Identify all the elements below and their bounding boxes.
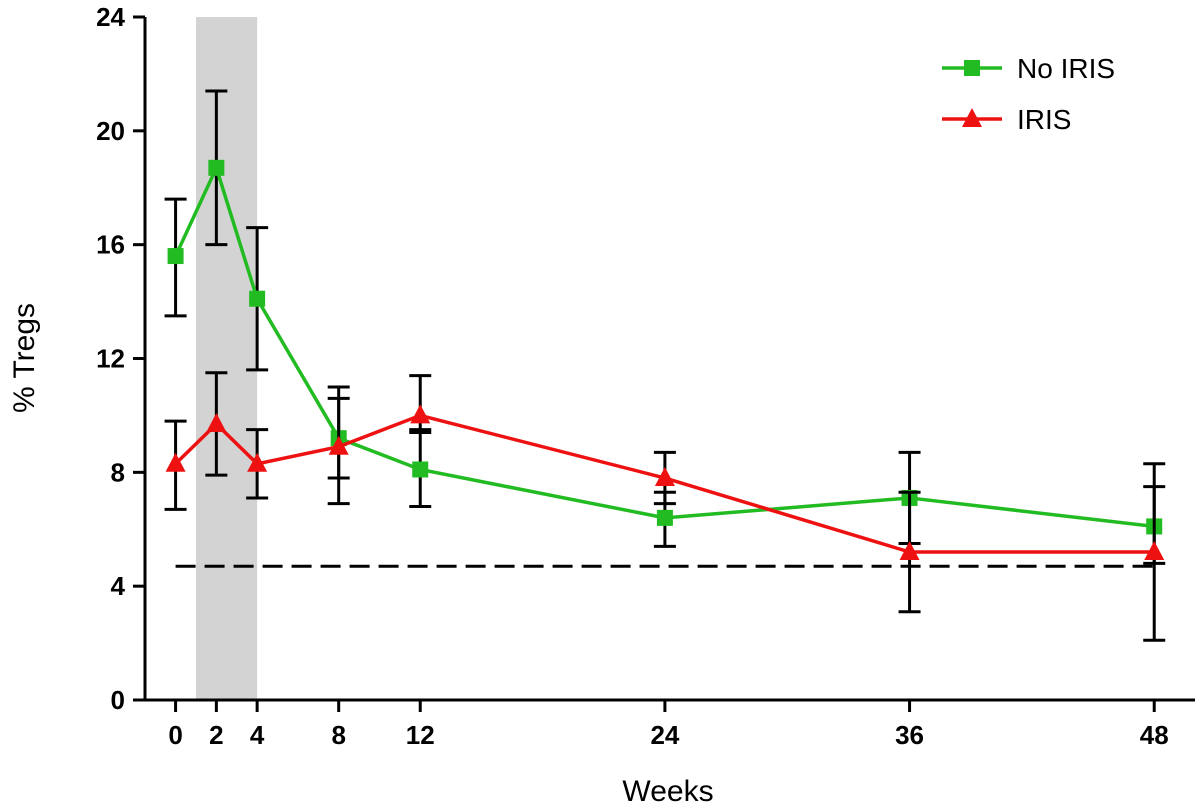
y-axis-title: % Tregs (8, 303, 41, 413)
x-axis-title: Weeks (622, 775, 713, 808)
y-tick-label: 20 (96, 116, 125, 146)
data-point-no-iris (167, 248, 184, 265)
data-point-no-iris (249, 290, 266, 307)
legend-label-iris: IRIS (1017, 104, 1071, 135)
x-tick-label: 48 (1140, 720, 1169, 750)
data-point-no-iris (656, 509, 673, 526)
y-tick-label: 0 (111, 685, 125, 715)
y-tick-label: 4 (111, 571, 126, 601)
x-tick-label: 24 (650, 720, 679, 750)
y-tick-label: 16 (96, 230, 125, 260)
x-tick-label: 36 (895, 720, 924, 750)
data-point-iris (328, 435, 349, 455)
y-tick-label: 8 (111, 457, 125, 487)
legend-marker-no-iris (964, 60, 980, 76)
shaded-region (195, 17, 258, 700)
data-point-no-iris (412, 461, 429, 478)
data-point-iris (206, 412, 227, 432)
data-point-iris (165, 452, 186, 472)
data-point-iris (410, 404, 431, 424)
x-tick-label: 8 (331, 720, 345, 750)
legend: No IRIS IRIS (942, 53, 1115, 135)
data-point-iris (899, 541, 920, 561)
y-tick-label: 24 (96, 2, 125, 32)
data-point-iris (247, 452, 268, 472)
x-tick-label: 4 (250, 720, 265, 750)
x-tick-label: 0 (168, 720, 182, 750)
y-tick-label: 12 (96, 344, 125, 374)
x-tick-label: 12 (406, 720, 435, 750)
legend-marker-iris (962, 108, 982, 127)
series-iris (164, 371, 1166, 642)
series-layer (164, 89, 1166, 642)
legend-label-no-iris: No IRIS (1017, 53, 1115, 84)
data-point-no-iris (208, 159, 225, 176)
shaded-region-layer (195, 17, 258, 700)
series-line-no-iris (173, 162, 1155, 529)
data-point-iris (1144, 541, 1165, 561)
data-point-iris (654, 467, 675, 487)
x-tick-label: 2 (209, 720, 223, 750)
